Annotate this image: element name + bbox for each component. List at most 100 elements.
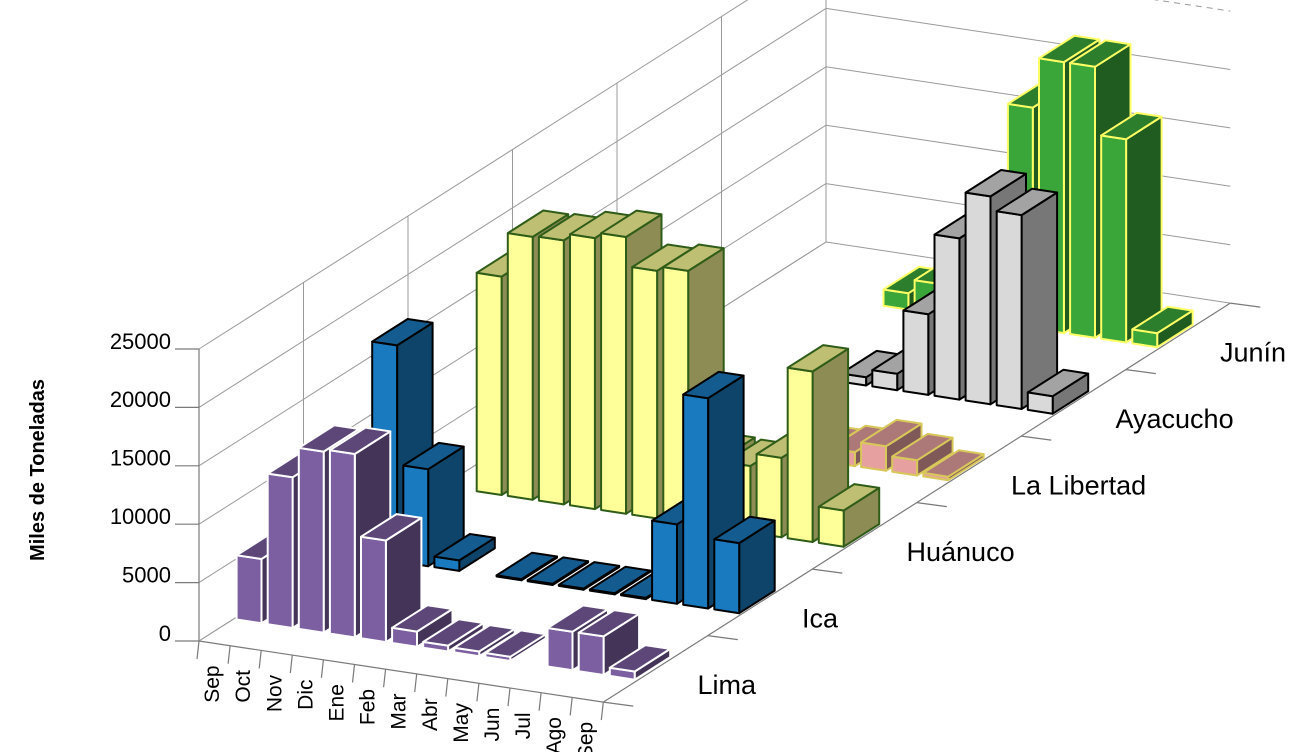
- bar-top: [546, 604, 609, 633]
- x-tick: [227, 645, 231, 664]
- bar-front: [577, 631, 605, 676]
- depth-tick: [916, 502, 947, 508]
- bar: [1026, 368, 1090, 415]
- series-label: Ayacucho: [1116, 404, 1234, 434]
- bar-top: [391, 604, 454, 633]
- y-tick-label: 10000: [110, 504, 171, 529]
- x-tick: [445, 678, 449, 697]
- bar: [922, 449, 985, 482]
- bar-top: [1038, 34, 1101, 64]
- bar: [360, 513, 423, 644]
- bar-front: [902, 309, 930, 396]
- bar-top: [1100, 111, 1163, 141]
- bar-front: [266, 472, 294, 629]
- bar-top: [860, 418, 923, 448]
- bar-front: [1100, 134, 1128, 344]
- bar: [891, 432, 954, 477]
- bar: [1100, 111, 1163, 344]
- bar-front: [631, 266, 659, 520]
- bar-front: [506, 232, 534, 501]
- series-label: Junín: [1220, 338, 1286, 368]
- x-tick: [383, 669, 387, 688]
- bar-top: [433, 533, 496, 562]
- bar: [526, 556, 590, 586]
- bar-side: [1125, 115, 1163, 344]
- x-tick: [320, 659, 324, 678]
- bar-front: [933, 233, 961, 401]
- x-tick: [538, 692, 542, 711]
- bar-front: [786, 366, 814, 543]
- depth-tick: [603, 701, 634, 707]
- bar-front: [995, 210, 1023, 410]
- bar-top: [600, 209, 663, 238]
- series-label: Lima: [698, 670, 758, 700]
- bar-top: [577, 609, 641, 638]
- bar-top: [453, 624, 516, 653]
- bar-top: [786, 344, 850, 373]
- bar: [608, 644, 672, 681]
- depth-tick: [812, 568, 843, 574]
- x-tick-label: May: [450, 703, 473, 743]
- bar-top: [682, 370, 745, 400]
- bar-top: [371, 318, 434, 347]
- bar-top: [922, 449, 985, 478]
- x-tick: [289, 655, 293, 674]
- bar: [995, 187, 1059, 410]
- bar-front: [860, 441, 887, 472]
- bar: [433, 533, 496, 572]
- x-tick: [351, 664, 356, 683]
- bar-front: [297, 446, 325, 634]
- back-wall-gridline: [825, 7, 1231, 70]
- bar: [713, 515, 776, 615]
- bar-top: [1069, 39, 1132, 68]
- bar-top: [402, 441, 465, 471]
- x-tick-label: Ene: [326, 684, 349, 721]
- labels: 0 5000 10000 15000 20000 25000 Sep Oct Nov Dic Ene…: [110, 329, 1286, 752]
- bar-front: [235, 554, 263, 625]
- x-tick-label: Abr: [419, 698, 442, 731]
- bar: [817, 483, 881, 548]
- bar: [1131, 305, 1194, 349]
- bar-top: [484, 629, 547, 658]
- bar-top: [608, 644, 672, 673]
- bar-top: [662, 243, 725, 272]
- bar-top: [506, 209, 570, 238]
- bar-top: [360, 513, 423, 542]
- x-tick-label: Mar: [388, 693, 411, 729]
- x-tick-label: Sep: [574, 722, 597, 752]
- bar: [557, 561, 621, 591]
- back-wall-gridline: [1153, 0, 1231, 12]
- bar-front: [569, 233, 596, 511]
- bar: [484, 629, 547, 662]
- bar-top: [328, 426, 392, 455]
- x-tick: [258, 650, 262, 669]
- x-tick: [569, 697, 573, 716]
- y-tick-label: 5000: [122, 562, 171, 587]
- bar-front: [475, 271, 503, 496]
- bar-front: [360, 535, 387, 644]
- y-axis-label: Miles de Toneladas: [27, 379, 49, 561]
- x-tick-label: Ago: [543, 717, 566, 752]
- bar: [495, 551, 558, 582]
- y-tick-label: 15000: [110, 446, 171, 471]
- series-label: La Libertad: [1011, 471, 1146, 501]
- x-tick-label: Jul: [512, 712, 535, 739]
- bar-front: [651, 519, 678, 605]
- x-tick: [600, 702, 604, 721]
- x-axis-line: [198, 640, 604, 703]
- bar: [588, 565, 652, 596]
- bar-front: [964, 191, 992, 406]
- x-tick-label: Nov: [263, 674, 286, 712]
- bar-front: [682, 393, 710, 610]
- bar-front: [546, 627, 574, 672]
- bar-top: [422, 618, 485, 647]
- x-tick-label: Dic: [294, 680, 317, 710]
- depth-tick: [707, 635, 738, 641]
- y-tick-label: 25000: [110, 329, 171, 354]
- series-label: Ica: [802, 604, 839, 634]
- bar-top: [713, 515, 776, 545]
- depth-tick: [1125, 369, 1156, 375]
- bar-front: [1069, 62, 1096, 339]
- bar-top: [557, 561, 621, 590]
- y-tick-label: 0: [159, 621, 171, 646]
